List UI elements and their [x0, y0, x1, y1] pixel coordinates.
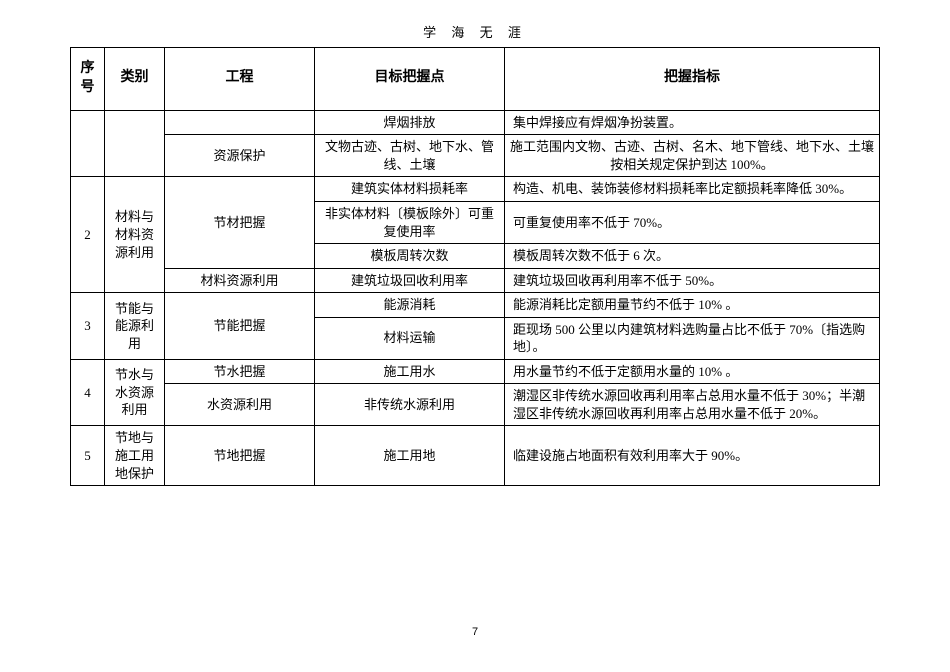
cell-point: 施工用水	[315, 359, 505, 384]
main-table: 序号 类别 工程 目标把握点 把握指标 焊烟排放 集中焊接应有焊烟净扮装置。 资…	[70, 47, 880, 486]
cell-category	[105, 110, 165, 177]
cell-indicator: 能源消耗比定额用量节约不低于 10% 。	[505, 293, 880, 318]
cell-point: 建筑实体材料损耗率	[315, 177, 505, 202]
table-row: 5 节地与施工用地保护 节地把握 施工用地 临建设施占地面积有效利用率大于 90…	[71, 426, 880, 486]
th-indicator: 把握指标	[505, 48, 880, 111]
cell-category: 节能与能源利用	[105, 293, 165, 360]
table-row: 4 节水与水资源利用 节水把握 施工用水 用水量节约不低于定额用水量的 10% …	[71, 359, 880, 384]
th-point: 目标把握点	[315, 48, 505, 111]
cell-indicator: 可重复使用率不低于 70%。	[505, 201, 880, 243]
cell-point: 施工用地	[315, 426, 505, 486]
table-row: 2 材料与材料资源利用 节材把握 建筑实体材料损耗率 构造、机电、装饰装修材料损…	[71, 177, 880, 202]
document-header: 学 海 无 涯	[70, 22, 880, 41]
cell-indicator: 构造、机电、装饰装修材料损耗率比定额损耗率降低 30%。	[505, 177, 880, 202]
cell-project: 材料资源利用	[165, 268, 315, 293]
cell-point: 焊烟排放	[315, 110, 505, 135]
th-project: 工程	[165, 48, 315, 111]
th-seq: 序号	[71, 48, 105, 111]
cell-seq: 3	[71, 293, 105, 360]
cell-seq: 2	[71, 177, 105, 293]
cell-point: 非实体材料〔模板除外〕可重复使用率	[315, 201, 505, 243]
page-number: 7	[0, 626, 950, 638]
cell-project: 节材把握	[165, 177, 315, 268]
cell-project	[165, 110, 315, 135]
cell-seq: 4	[71, 359, 105, 426]
table-row: 焊烟排放 集中焊接应有焊烟净扮装置。	[71, 110, 880, 135]
cell-point: 文物古迹、古树、地下水、管线、土壤	[315, 135, 505, 177]
th-category: 类别	[105, 48, 165, 111]
cell-project: 水资源利用	[165, 384, 315, 426]
cell-indicator: 临建设施占地面积有效利用率大于 90%。	[505, 426, 880, 486]
cell-seq: 5	[71, 426, 105, 486]
cell-point: 建筑垃圾回收利用率	[315, 268, 505, 293]
cell-project: 节地把握	[165, 426, 315, 486]
cell-point: 模板周转次数	[315, 244, 505, 269]
table-row: 资源保护 文物古迹、古树、地下水、管线、土壤 施工范围内文物、古迹、古树、名木、…	[71, 135, 880, 177]
cell-seq	[71, 110, 105, 177]
cell-indicator: 施工范围内文物、古迹、古树、名木、地下管线、地下水、土壤按相关规定保护到达 10…	[505, 135, 880, 177]
cell-category: 节地与施工用地保护	[105, 426, 165, 486]
table-row: 材料资源利用 建筑垃圾回收利用率 建筑垃圾回收再利用率不低于 50%。	[71, 268, 880, 293]
cell-category: 节水与水资源利用	[105, 359, 165, 426]
cell-indicator: 建筑垃圾回收再利用率不低于 50%。	[505, 268, 880, 293]
cell-point: 能源消耗	[315, 293, 505, 318]
cell-indicator: 集中焊接应有焊烟净扮装置。	[505, 110, 880, 135]
cell-indicator: 潮湿区非传统水源回收再利用率占总用水量不低于 30%；半潮湿区非传统水源回收再利…	[505, 384, 880, 426]
cell-category: 材料与材料资源利用	[105, 177, 165, 293]
cell-indicator: 距现场 500 公里以内建筑材料选购量占比不低于 70%〔指选购地〕。	[505, 317, 880, 359]
page: 学 海 无 涯 序号 类别 工程 目标把握点 把握指标 焊烟排放 集中焊接应有焊…	[0, 0, 950, 672]
cell-indicator: 模板周转次数不低于 6 次。	[505, 244, 880, 269]
cell-project: 节水把握	[165, 359, 315, 384]
cell-project: 资源保护	[165, 135, 315, 177]
cell-project: 节能把握	[165, 293, 315, 360]
cell-point: 非传统水源利用	[315, 384, 505, 426]
table-row: 水资源利用 非传统水源利用 潮湿区非传统水源回收再利用率占总用水量不低于 30%…	[71, 384, 880, 426]
cell-point: 材料运输	[315, 317, 505, 359]
table-header-row: 序号 类别 工程 目标把握点 把握指标	[71, 48, 880, 111]
cell-indicator: 用水量节约不低于定额用水量的 10% 。	[505, 359, 880, 384]
table-row: 3 节能与能源利用 节能把握 能源消耗 能源消耗比定额用量节约不低于 10% 。	[71, 293, 880, 318]
